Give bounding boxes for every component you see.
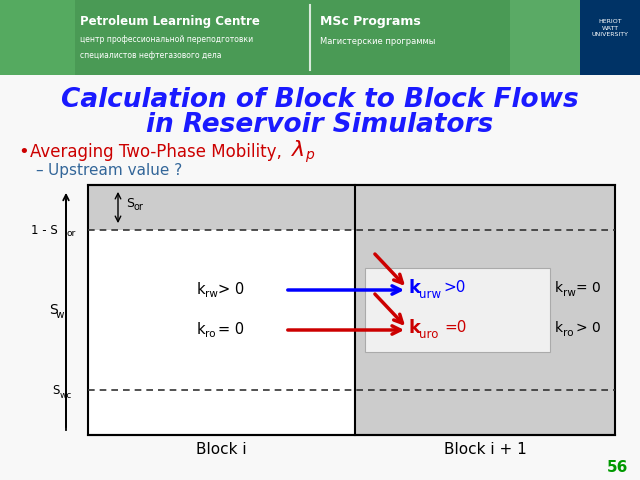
Text: S: S	[126, 197, 134, 210]
Text: w: w	[56, 310, 64, 320]
Text: ro: ro	[563, 328, 573, 338]
Text: •: •	[18, 143, 29, 161]
Text: Averaging Two-Phase Mobility,: Averaging Two-Phase Mobility,	[30, 143, 287, 161]
Text: = 0: = 0	[218, 323, 244, 337]
Text: k: k	[555, 321, 563, 335]
Text: Upstream value ?: Upstream value ?	[48, 163, 182, 178]
Text: in Reservoir Simulators: in Reservoir Simulators	[147, 112, 493, 138]
Text: λ: λ	[292, 140, 305, 160]
Bar	[355, 390, 615, 435]
Text: > 0: > 0	[218, 283, 244, 298]
Bar	[0, 0, 510, 75]
Text: 56: 56	[607, 460, 628, 476]
Text: специалистов нефтегазового дела: специалистов нефтегазового дела	[80, 50, 221, 60]
Text: Магистерские программы: Магистерские программы	[320, 37, 435, 47]
Bar	[365, 268, 550, 352]
Text: k: k	[409, 279, 421, 297]
Bar	[580, 0, 640, 75]
Bar	[355, 185, 615, 230]
Bar	[0, 0, 75, 75]
Text: rw: rw	[563, 288, 576, 298]
Text: центр профессиональной переподготовки: центр профессиональной переподготовки	[80, 36, 253, 45]
Text: Calculation of Block to Block Flows: Calculation of Block to Block Flows	[61, 87, 579, 113]
Text: ro: ro	[205, 329, 216, 339]
Text: S: S	[52, 384, 60, 396]
Bar	[510, 0, 640, 75]
Bar	[88, 390, 355, 435]
Text: p: p	[305, 148, 314, 162]
Text: or: or	[134, 203, 144, 213]
Text: HERIOT
WATT
UNIVERSITY: HERIOT WATT UNIVERSITY	[591, 19, 628, 37]
Text: k: k	[196, 283, 205, 298]
Text: k: k	[409, 319, 421, 337]
Text: k: k	[196, 323, 205, 337]
Text: > 0: > 0	[576, 321, 601, 335]
Text: k: k	[555, 281, 563, 295]
Text: urw: urw	[419, 288, 441, 300]
Text: Block i: Block i	[196, 442, 247, 456]
Text: = 0: = 0	[576, 281, 601, 295]
Text: or: or	[67, 229, 76, 239]
Bar	[355, 230, 615, 390]
Text: Petroleum Learning Centre: Petroleum Learning Centre	[80, 15, 260, 28]
Text: –: –	[35, 163, 43, 178]
Text: =0: =0	[444, 321, 467, 336]
Text: wc: wc	[60, 391, 72, 399]
Bar	[88, 185, 355, 230]
Bar	[88, 230, 355, 390]
Text: >0: >0	[443, 280, 465, 296]
Text: rw: rw	[205, 289, 218, 299]
Text: S: S	[49, 303, 58, 317]
Text: MSc Programs: MSc Programs	[320, 15, 420, 28]
Text: Block i + 1: Block i + 1	[444, 442, 526, 456]
Text: 1 - S: 1 - S	[31, 224, 58, 237]
Bar	[88, 185, 615, 435]
Text: uro: uro	[419, 327, 438, 340]
